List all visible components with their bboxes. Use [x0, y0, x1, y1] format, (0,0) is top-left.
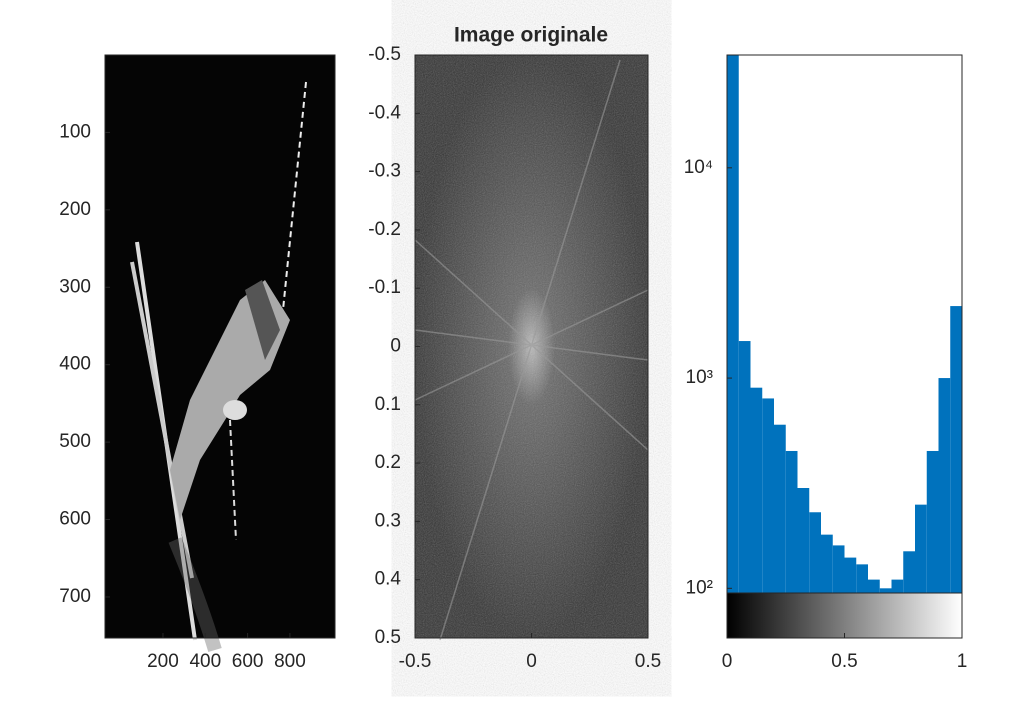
bar: [832, 545, 845, 593]
bar: [797, 488, 810, 593]
y-tick-label: 0.5: [375, 627, 401, 648]
bar: [868, 579, 880, 593]
x-tick-label: 0.5: [635, 651, 661, 672]
x-tick-label: 800: [274, 651, 306, 672]
axes-box: [104, 54, 336, 639]
x-tick-label: 0.5: [831, 651, 857, 672]
bar: [750, 387, 763, 593]
bar: [727, 55, 739, 593]
bar: [950, 306, 962, 593]
y-tick-label: 0.3: [375, 510, 401, 531]
bar: [926, 450, 939, 593]
spectrum-image: [414, 55, 649, 641]
y-tick-label: 500: [59, 431, 91, 452]
bar: [903, 551, 915, 593]
x-tick-label: 600: [232, 651, 264, 672]
bar: [915, 504, 927, 593]
y-tick-label: 700: [59, 586, 91, 607]
x-tick-label: -0.5: [399, 651, 432, 672]
x-tick-label: 400: [189, 651, 221, 672]
y-tick-label: 10⁴: [684, 157, 713, 178]
y-tick-label: 100: [59, 121, 91, 142]
bar: [762, 398, 774, 593]
y-tick-label: 600: [59, 509, 91, 530]
x-tick-label: 200: [147, 651, 179, 672]
x-tick-label: 1: [957, 651, 968, 672]
bar: [938, 378, 951, 593]
bar: [785, 450, 798, 593]
y-tick-label: 0.4: [375, 569, 402, 590]
y-tick-label: -0.3: [368, 161, 401, 182]
skier-image: [105, 55, 335, 653]
axes-box: [726, 54, 963, 594]
x-tick-label: 0: [526, 651, 537, 672]
bar: [821, 534, 833, 593]
bar: [774, 424, 786, 593]
y-tick-label: -0.1: [368, 277, 401, 298]
y-tick-label: 200: [59, 199, 91, 220]
y-tick-label: -0.2: [368, 219, 401, 240]
x-tick-label: 0: [722, 651, 733, 672]
y-tick-label: 0.2: [375, 452, 401, 473]
colorbar: [726, 592, 963, 639]
y-tick-label: 400: [59, 354, 91, 375]
bar: [879, 588, 892, 593]
chart-title: Image originale: [454, 24, 608, 47]
bar: [738, 341, 751, 593]
y-tick-label: -0.4: [368, 102, 401, 123]
histogram-bars: [727, 55, 962, 593]
y-tick-label: 0: [390, 336, 401, 357]
bar: [844, 557, 857, 593]
y-tick-label: 300: [59, 276, 91, 297]
bar: [856, 564, 868, 593]
y-tick-label: 0.1: [375, 394, 401, 415]
y-tick-label: -0.5: [368, 44, 401, 65]
y-tick-label: 10²: [686, 577, 713, 598]
bar: [891, 579, 904, 593]
bar: [809, 512, 821, 593]
y-tick-label: 10³: [686, 367, 713, 388]
